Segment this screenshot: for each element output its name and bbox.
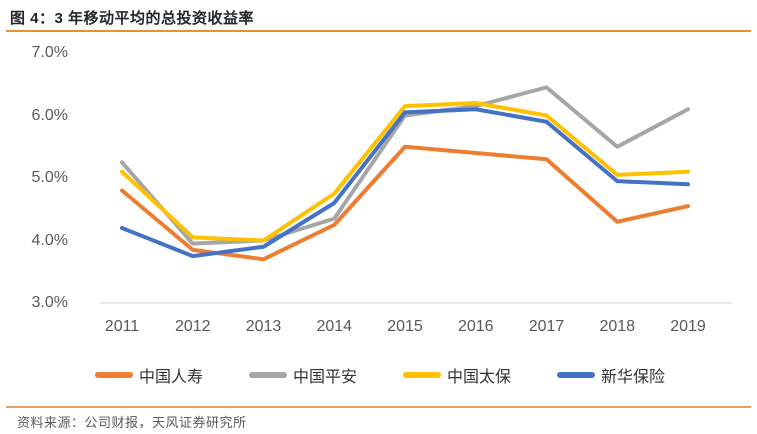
y-axis-tick-label: 7.0% <box>31 44 68 61</box>
x-axis-tick-label: 2013 <box>245 318 282 335</box>
chart-title: 图 4：3 年移动平均的总投资收益率 <box>10 10 255 27</box>
x-axis-tick-label: 2015 <box>387 318 423 335</box>
x-axis-tick-label: 2011 <box>104 318 140 335</box>
legend-item: 新华保险 <box>557 363 665 387</box>
legend-label: 中国人寿 <box>138 369 203 386</box>
legend-item: 中国人寿 <box>94 363 203 387</box>
legend-swatch-icon <box>248 372 287 378</box>
legend-label: 中国太保 <box>447 369 512 386</box>
series-line-3 <box>120 107 690 259</box>
legend-swatch-icon <box>557 372 596 378</box>
legend-swatch-icon <box>403 372 441 378</box>
legend-label: 新华保险 <box>601 369 666 386</box>
x-axis-tick-label: 2017 <box>528 318 565 335</box>
legend-item: 中国太保 <box>403 363 511 387</box>
legend-swatch-icon <box>94 372 133 378</box>
y-axis-tick-label: 4.0% <box>31 231 68 249</box>
title-underline-rule <box>6 30 751 32</box>
legend-label: 中国平安 <box>292 369 357 386</box>
y-axis-tick-label: 6.0% <box>31 106 68 124</box>
x-axis-tick-label: 2016 <box>457 318 494 335</box>
y-axis-tick-label: 5.0% <box>31 169 68 186</box>
x-axis-tick-label: 2014 <box>316 318 353 335</box>
series-line-2 <box>120 101 690 243</box>
footer-rule <box>6 406 751 408</box>
chart-legend: 中国人寿 中国平安 中国太保 新华保险 <box>60 363 700 387</box>
x-axis-tick-label: 2018 <box>599 318 636 335</box>
legend-item: 中国平安 <box>248 363 357 387</box>
x-axis-tick-label: 2019 <box>670 318 706 335</box>
source-note: 资料来源：公司财报，天风证券研究所 <box>17 415 247 430</box>
y-axis-tick-label: 3.0% <box>31 294 68 311</box>
x-axis-tick-label: 2012 <box>174 318 211 335</box>
